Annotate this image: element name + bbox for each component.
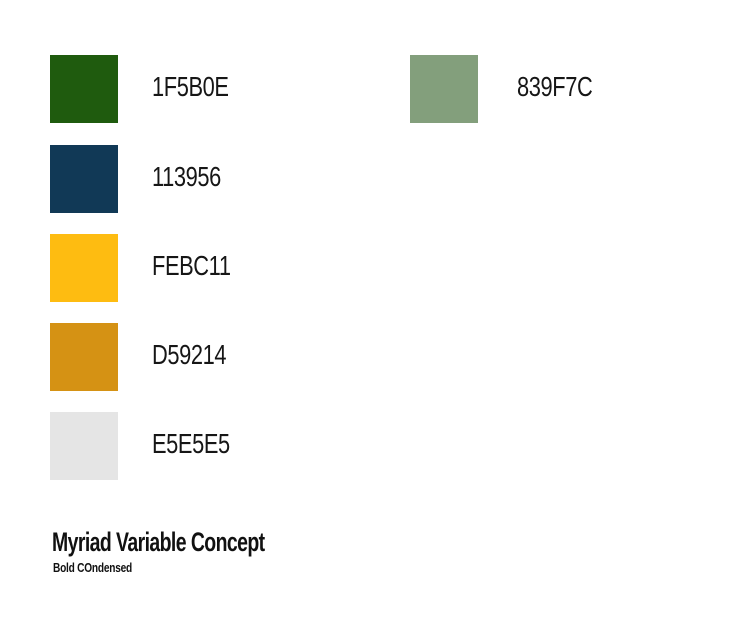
font-name: Myriad Variable Concept bbox=[52, 527, 265, 557]
swatch-row-1f5b0e: 1F5B0E bbox=[50, 55, 350, 123]
hex-label: 113956 bbox=[152, 161, 221, 192]
swatch-row-d59214: D59214 bbox=[50, 323, 350, 391]
swatch-row-febc11: FEBC11 bbox=[50, 234, 350, 302]
swatch-row-113956: 113956 bbox=[50, 145, 350, 213]
hex-label: 839F7C bbox=[517, 71, 593, 102]
color-swatch bbox=[50, 323, 118, 391]
color-swatch bbox=[50, 55, 118, 123]
hex-label: FEBC11 bbox=[152, 250, 231, 281]
font-style: Bold COndensed bbox=[53, 560, 132, 575]
hex-label: E5E5E5 bbox=[152, 428, 230, 459]
hex-label: 1F5B0E bbox=[152, 71, 229, 102]
swatch-row-839f7c: 839F7C bbox=[410, 55, 710, 123]
color-swatch bbox=[410, 55, 478, 123]
color-swatch bbox=[50, 412, 118, 480]
color-swatch bbox=[50, 234, 118, 302]
hex-label: D59214 bbox=[152, 339, 227, 370]
color-swatch bbox=[50, 145, 118, 213]
swatch-row-e5e5e5: E5E5E5 bbox=[50, 412, 350, 480]
